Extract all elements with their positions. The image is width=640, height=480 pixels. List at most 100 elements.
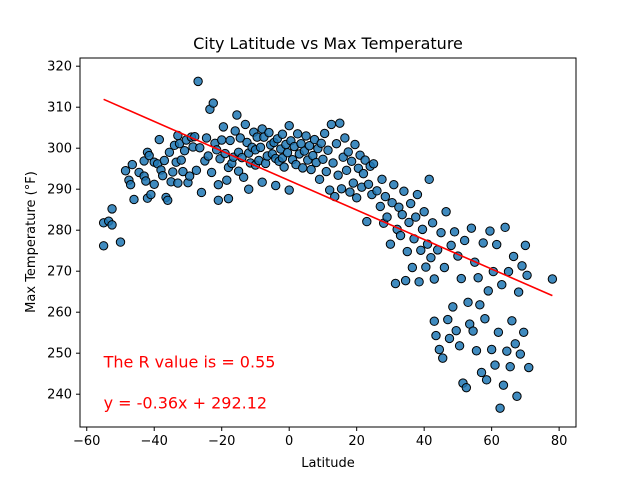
data-point: [478, 238, 488, 248]
data-point: [411, 212, 421, 222]
data-point: [451, 325, 461, 336]
data-point: [343, 147, 353, 157]
data-point: [372, 186, 382, 196]
y-axis-label: Max Temperature (°F): [24, 171, 39, 313]
data-point: [399, 186, 409, 196]
data-point: [473, 273, 483, 283]
annotation-text: The R value is = 0.55: [103, 353, 276, 372]
data-point: [481, 375, 492, 385]
data-point: [463, 297, 473, 308]
data-point: [471, 346, 482, 356]
plot-frame: [79, 57, 577, 428]
annotation-text: y = -0.36x + 292.12: [104, 394, 267, 413]
y-tick-label: 300: [47, 142, 72, 157]
data-point: [417, 224, 428, 235]
data-point: [493, 327, 504, 337]
data-point: [316, 138, 326, 148]
data-point: [515, 349, 526, 359]
data-point: [213, 195, 224, 205]
data-point: [127, 159, 138, 170]
data-point: [319, 128, 330, 139]
data-point: [427, 218, 438, 228]
data-point: [513, 287, 524, 297]
data-point: [429, 274, 439, 284]
data-point: [443, 314, 453, 325]
data-point: [321, 166, 332, 177]
data-point: [284, 120, 294, 131]
y-tick-label: 240: [47, 388, 72, 403]
data-point: [271, 180, 281, 191]
data-point: [178, 166, 188, 177]
data-point: [107, 220, 117, 230]
data-point: [424, 174, 434, 185]
annotation-layer: The R value is = 0.55 y = -0.36x + 292.12: [103, 353, 276, 413]
data-point: [510, 339, 520, 349]
data-point: [301, 131, 311, 141]
data-point: [279, 162, 289, 172]
data-point: [282, 148, 293, 158]
data-point: [492, 239, 502, 250]
data-point: [500, 222, 510, 233]
data-point: [395, 230, 406, 241]
data-point: [387, 198, 397, 208]
x-tick-label: 60: [483, 434, 500, 449]
data-point: [326, 119, 337, 130]
data-point: [431, 330, 441, 341]
data-point: [519, 327, 529, 337]
data-point: [222, 175, 232, 185]
data-point: [208, 98, 218, 108]
x-tick-label: 0: [285, 434, 293, 449]
axes-layer: −60 −40 −20 0 20 40 60 80 240 250 260 270 280 290 300 3…: [47, 57, 577, 449]
data-point: [304, 141, 315, 151]
data-point: [348, 178, 359, 188]
data-point: [164, 147, 175, 158]
data-point: [416, 245, 426, 255]
data-point: [434, 344, 445, 355]
data-point: [191, 165, 202, 176]
regression-line: [103, 98, 553, 297]
data-point: [483, 286, 493, 296]
data-point: [331, 138, 342, 149]
x-tick-label: 40: [416, 434, 433, 449]
data-point: [438, 353, 448, 363]
data-point: [284, 185, 294, 195]
data-point: [257, 177, 267, 187]
data-point: [382, 212, 392, 222]
data-point: [195, 143, 205, 153]
data-point: [441, 207, 451, 217]
data-point: [351, 193, 362, 203]
x-tick-label: 20: [348, 434, 365, 449]
data-point: [368, 159, 379, 169]
data-point: [277, 129, 288, 139]
data-point: [318, 154, 328, 164]
data-point: [223, 193, 234, 204]
data-point: [168, 167, 178, 177]
chart-title: City Latitude vs Max Temperature: [193, 34, 463, 53]
data-point: [358, 168, 369, 179]
data-point: [448, 302, 458, 312]
data-point: [405, 198, 416, 209]
data-point: [149, 179, 159, 189]
data-point: [517, 261, 527, 271]
data-point: [456, 273, 466, 284]
data-point: [498, 380, 509, 390]
data-point: [429, 316, 439, 326]
data-point: [426, 252, 436, 263]
data-point: [346, 156, 357, 167]
data-point: [444, 333, 455, 344]
data-point: [233, 166, 244, 176]
data-point: [323, 145, 333, 155]
x-tick-label: −40: [141, 434, 168, 449]
data-point: [490, 360, 500, 370]
data-point: [466, 223, 477, 233]
data-point: [436, 227, 446, 238]
y-tick-label: 250: [47, 347, 72, 362]
data-point: [485, 226, 495, 236]
data-point: [179, 145, 190, 156]
data-point: [206, 167, 217, 178]
x-axis-label: Latitude: [301, 456, 355, 471]
data-point: [146, 189, 156, 200]
data-point: [385, 239, 396, 249]
